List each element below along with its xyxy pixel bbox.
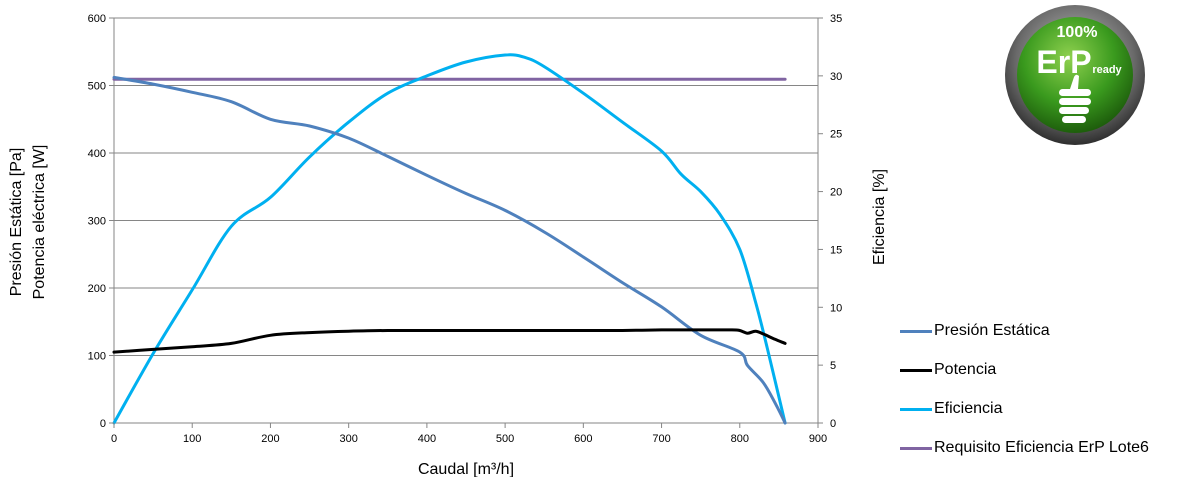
x-tick-label: 0 [111,433,117,445]
y-left-tick-label: 500 [88,81,106,93]
x-tick-label: 900 [809,433,827,445]
badge-sub-text: ready [1092,64,1122,76]
x-tick-label: 600 [574,433,592,445]
y-left-tick-label: 400 [88,148,106,160]
y-right-tick-label: 35 [830,13,842,25]
series-line-presion-estatica [112,75,787,425]
y-right-tick-label: 30 [830,71,842,83]
series-line-potencia [112,328,787,354]
y-right-tick-label: 5 [830,360,836,372]
legend-swatch [900,368,932,372]
legend-item-presion: Presión Estática [900,322,1149,340]
x-tick-label: 100 [183,433,201,445]
badge-top-text: 100% [1057,24,1098,41]
erp-ready-badge: 100% ErP ready [1005,5,1145,145]
y-left-tick-label: 600 [88,13,106,25]
legend-item-eficiencia: Eficiencia [900,400,1149,418]
x-tick-label: 400 [418,433,436,445]
legend-label: Presión Estática [934,322,1050,339]
x-tick-label: 500 [496,433,514,445]
y-right-tick-label: 15 [830,244,842,256]
thumbs-up-icon [1059,74,1091,123]
y-right-tick-label: 0 [830,418,836,430]
x-tick-label: 800 [731,433,749,445]
y-left-tick-label: 100 [88,351,106,363]
x-tick-label: 300 [339,433,357,445]
legend: Presión Estática Potencia Eficiencia Req… [900,322,1149,478]
y-left-tick-label: 0 [100,418,106,430]
badge-main-text: ErP [1036,44,1091,80]
axes: 0 100 200 300 400 500 600 0 5 10 15 20 25 30 35 0 100 200… [88,13,843,445]
badge-disc [1017,17,1133,133]
legend-label: Eficiencia [934,400,1003,417]
legend-item-potencia: Potencia [900,361,1149,379]
legend-swatch [900,407,932,411]
y-left-axis-title-line2: Potencia eléctrica [W] [31,145,48,300]
y-left-axis-title-line1: Presión Estática [Pa] [8,148,25,297]
y-right-axis-title: Eficiencia [%] [871,169,888,265]
legend-swatch [900,446,932,450]
y-right-tick-label: 20 [830,187,842,199]
legend-label: Requisito Eficiencia ErP Lote6 [934,439,1149,456]
series-line-eficiencia [112,53,787,425]
y-right-tick-label: 10 [830,302,842,314]
x-axis-title: Caudal [m³/h] [418,461,514,477]
legend-item-requisito: Requisito Eficiencia ErP Lote6 [900,439,1149,457]
y-right-tick-label: 25 [830,129,842,141]
y-left-tick-label: 200 [88,283,106,295]
legend-label: Potencia [934,361,997,378]
legend-swatch [900,329,932,333]
series-group [112,53,787,425]
y-left-tick-label: 300 [88,216,106,228]
grid-lines [113,17,819,424]
x-tick-label: 700 [652,433,670,445]
x-tick-label: 200 [261,433,279,445]
